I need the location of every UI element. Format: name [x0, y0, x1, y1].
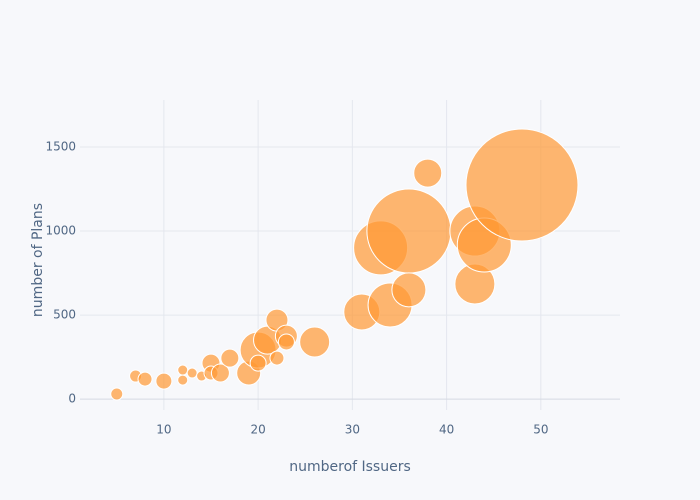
x-axis-title: numberof Issuers — [289, 459, 411, 475]
bubble — [186, 367, 198, 379]
bubble — [177, 374, 189, 386]
y-tick-label: 1500 — [45, 140, 76, 154]
bubble — [155, 372, 173, 390]
y-axis-title: number of Plans — [30, 203, 46, 317]
bubble — [220, 348, 240, 368]
x-tick-label: 10 — [156, 423, 171, 437]
bubble — [137, 371, 153, 387]
y-tick-label: 1000 — [45, 224, 76, 238]
bubble — [391, 272, 427, 308]
x-tick-label: 20 — [250, 423, 265, 437]
bubble — [177, 364, 189, 376]
bubble — [465, 128, 579, 242]
bubble — [299, 326, 331, 358]
x-tick-label: 40 — [439, 423, 454, 437]
bubble — [366, 188, 452, 274]
x-tick-label: 30 — [345, 423, 360, 437]
bubble — [413, 158, 443, 188]
x-tick-label: 50 — [533, 423, 548, 437]
y-tick-label: 500 — [53, 308, 76, 322]
bubble — [269, 350, 285, 366]
y-tick-label: 0 — [68, 392, 76, 406]
bubble — [249, 354, 267, 372]
bubble — [210, 363, 230, 383]
bubble — [110, 387, 124, 401]
bubble — [277, 333, 295, 351]
